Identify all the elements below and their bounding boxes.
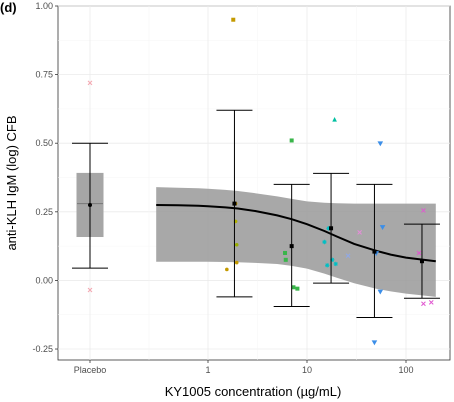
data-point (357, 230, 362, 235)
bin-mean-point (329, 226, 334, 231)
data-point (416, 250, 422, 256)
ci-ribbon (156, 187, 436, 297)
data-point (283, 250, 288, 255)
data-point (379, 225, 386, 231)
data-point (421, 301, 426, 307)
data-point (330, 257, 335, 263)
data-point (377, 289, 384, 295)
data-point (234, 260, 239, 265)
data-point (421, 208, 426, 213)
data-point (428, 300, 434, 305)
x-tick-label: 10 (302, 365, 312, 375)
bin-mean-point (419, 259, 424, 264)
y-tick-label: 0.00 (35, 275, 53, 285)
data-point (87, 80, 93, 86)
data-point (377, 141, 384, 147)
data-point (332, 116, 337, 122)
placebo-mean-point (88, 202, 92, 207)
observation-points (225, 17, 434, 346)
bin-mean-point (372, 249, 377, 254)
y-tick-label: 0.50 (35, 138, 53, 148)
data-point (87, 287, 93, 293)
y-tick-label: -0.25 (32, 344, 53, 354)
fit-curve (156, 204, 436, 263)
data-point (291, 285, 296, 290)
data-point (231, 17, 236, 22)
y-tick-label: 1.00 (35, 1, 53, 11)
x-tick-label: 100 (398, 365, 413, 375)
data-point (325, 263, 330, 268)
data-point (333, 261, 338, 267)
binned-means (216, 109, 440, 318)
model-fit-line (156, 204, 436, 263)
bin-mean-point (289, 244, 294, 249)
y-axis-title: anti-KLH IgM (log) CFB (4, 115, 19, 250)
data-point (371, 340, 378, 346)
confidence-ribbon (156, 187, 436, 297)
data-point (322, 239, 327, 245)
data-point (225, 267, 229, 272)
y-axis: -0.25 0.00 0.25 0.50 0.75 1.00 (32, 1, 58, 354)
data-point (234, 242, 239, 247)
data-point (295, 286, 300, 291)
panel-label: (d) (0, 0, 17, 15)
data-point (283, 257, 288, 262)
data-point (345, 253, 351, 259)
x-axis: Placebo 1 10 100 (74, 360, 414, 375)
data-point (289, 138, 294, 143)
y-tick-label: 0.75 (35, 70, 53, 80)
placebo-group (72, 80, 108, 293)
bin-mean-point (232, 201, 237, 206)
x-tick-label: 1 (205, 365, 210, 375)
data-point (326, 226, 331, 231)
x-tick-label: Placebo (74, 365, 107, 375)
y-tick-label: 0.25 (35, 207, 53, 217)
plot-panel (57, 5, 451, 361)
x-axis-title: KY1005 concentration (µg/mL) (165, 384, 342, 399)
